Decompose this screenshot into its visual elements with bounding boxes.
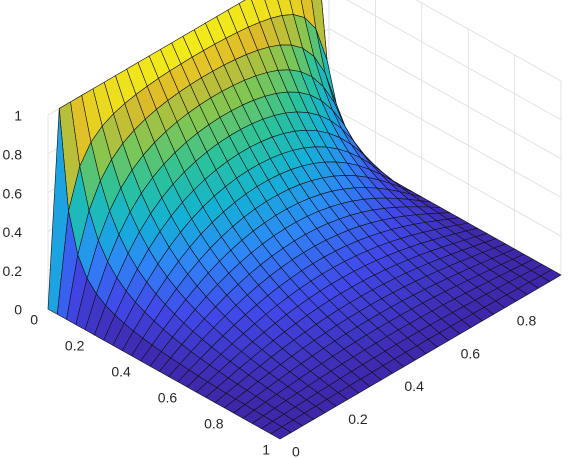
y-tick-label: 0.2 <box>348 411 368 427</box>
x-tick-label: 0.4 <box>111 364 131 380</box>
grid-line-z <box>328 28 562 159</box>
y-tick-label: 0.4 <box>404 378 424 394</box>
x-tick-label: 0.2 <box>65 338 85 354</box>
x-tick-label: 0.8 <box>204 416 224 432</box>
z-tick-label: 0.8 <box>3 147 23 163</box>
surface-face <box>270 426 292 440</box>
grid-line-z <box>415 0 562 82</box>
tick-labels: 0 0.2 0.4 0.6 0.8 1 0 0.2 0.4 0.6 0.8 1 0 0.2 0.4 0.6 0.… <box>3 108 537 458</box>
z-tick-label: 1 <box>14 108 22 124</box>
grid-line-z <box>346 0 562 121</box>
y-tick-label: 0.6 <box>461 345 481 361</box>
y-tick-label: 0 <box>292 444 300 458</box>
z-tick-label: 0 <box>14 302 22 318</box>
x-tick-label: 0.6 <box>158 390 178 406</box>
z-tick-label: 0.2 <box>3 263 23 279</box>
z-tick-label: 0.4 <box>3 224 23 240</box>
y-tick-label: 0.8 <box>517 313 537 329</box>
x-tick-label: 1 <box>262 442 270 458</box>
grid-line-z <box>328 67 562 198</box>
x-tick-label: 0 <box>30 312 38 328</box>
z-tick-label: 0.6 <box>3 185 23 201</box>
surface <box>47 0 562 440</box>
grid-line-z <box>328 105 562 237</box>
